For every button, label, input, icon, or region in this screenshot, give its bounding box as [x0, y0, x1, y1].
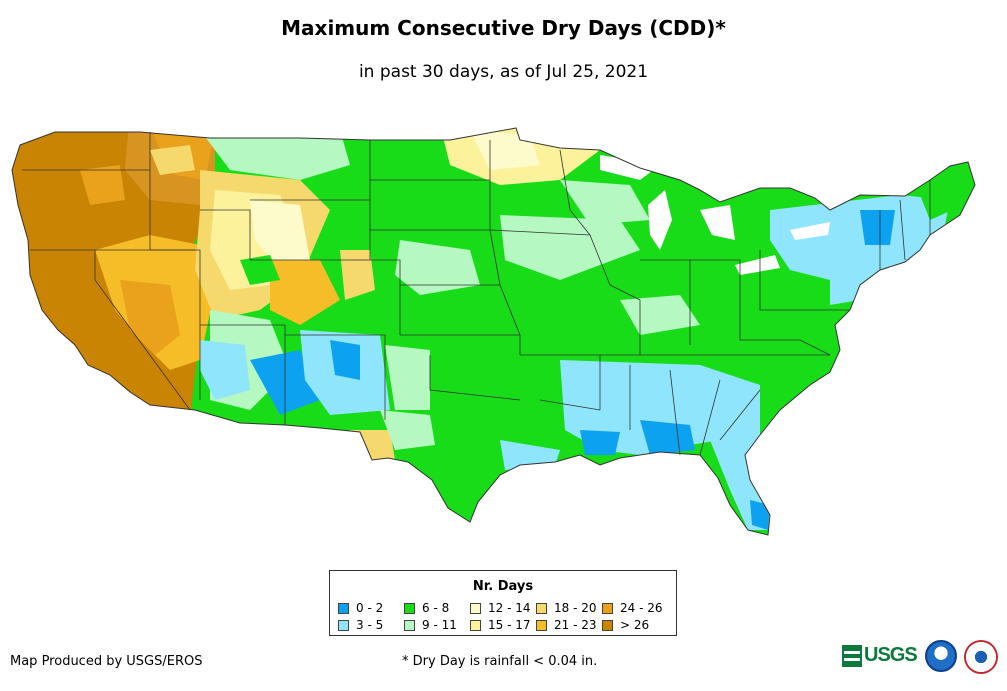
legend-label: > 26 [620, 618, 650, 632]
legend-label: 21 - 23 [554, 618, 597, 632]
legend-item-0-2: 0 - 2 [338, 601, 404, 615]
dry-day-footnote: * Dry Day is rainfall < 0.04 in. [402, 654, 598, 669]
legend-item-18-20: 18 - 20 [536, 601, 602, 615]
legend-label: 0 - 2 [356, 601, 384, 615]
map-title: Maximum Consecutive Dry Days (CDD)* [281, 16, 726, 40]
legend-swatch [338, 619, 349, 631]
usgs-logo-text: USGS [864, 644, 918, 666]
legend-item-21-23: 21 - 23 [536, 618, 602, 632]
usgs-mark-icon [842, 644, 862, 667]
legend-swatch [404, 619, 415, 631]
legend-swatch [536, 602, 547, 614]
legend-grid: 0 - 2 6 - 8 12 - 14 18 - 20 24 - 26 3 - … [338, 601, 668, 632]
legend-swatch [602, 602, 613, 614]
legend-label: 18 - 20 [554, 601, 597, 615]
map-credit: Map Produced by USGS/EROS [10, 654, 203, 669]
legend-label: 12 - 14 [488, 601, 531, 615]
state-borders [22, 132, 931, 456]
legend-swatch [338, 602, 349, 614]
us-map-svg [11, 127, 976, 536]
legend-label: 3 - 5 [356, 618, 384, 632]
legend-label: 9 - 11 [422, 618, 457, 632]
legend-item-3-5: 3 - 5 [338, 618, 404, 632]
map-subtitle: in past 30 days, as of Jul 25, 2021 [358, 62, 649, 82]
legend-swatch [536, 619, 547, 631]
legend: Nr. Days 0 - 2 6 - 8 12 - 14 18 - 20 24 … [329, 570, 677, 636]
legend-item-over-26: > 26 [602, 618, 668, 632]
legend-label: 6 - 8 [422, 601, 450, 615]
cdd-map [0, 110, 1007, 560]
legend-item-6-8: 6 - 8 [404, 601, 470, 615]
usgs-logo: USGS [842, 644, 918, 667]
legend-item-24-26: 24 - 26 [602, 601, 668, 615]
legend-swatch [470, 602, 481, 614]
legend-swatch [602, 619, 613, 631]
us-outline [11, 127, 976, 536]
great-lakes [600, 155, 830, 275]
legend-item-12-14: 12 - 14 [470, 601, 536, 615]
legend-item-15-17: 15 - 17 [470, 618, 536, 632]
legend-swatch [404, 602, 415, 614]
legend-swatch [470, 619, 481, 631]
legend-title: Nr. Days [472, 579, 534, 594]
legend-item-9-11: 9 - 11 [404, 618, 470, 632]
legend-label: 24 - 26 [620, 601, 663, 615]
noaa-logo-icon [925, 640, 957, 672]
agency-logos: USGS [842, 636, 1002, 680]
nws-logo-icon [964, 640, 998, 674]
legend-label: 15 - 17 [488, 618, 531, 632]
